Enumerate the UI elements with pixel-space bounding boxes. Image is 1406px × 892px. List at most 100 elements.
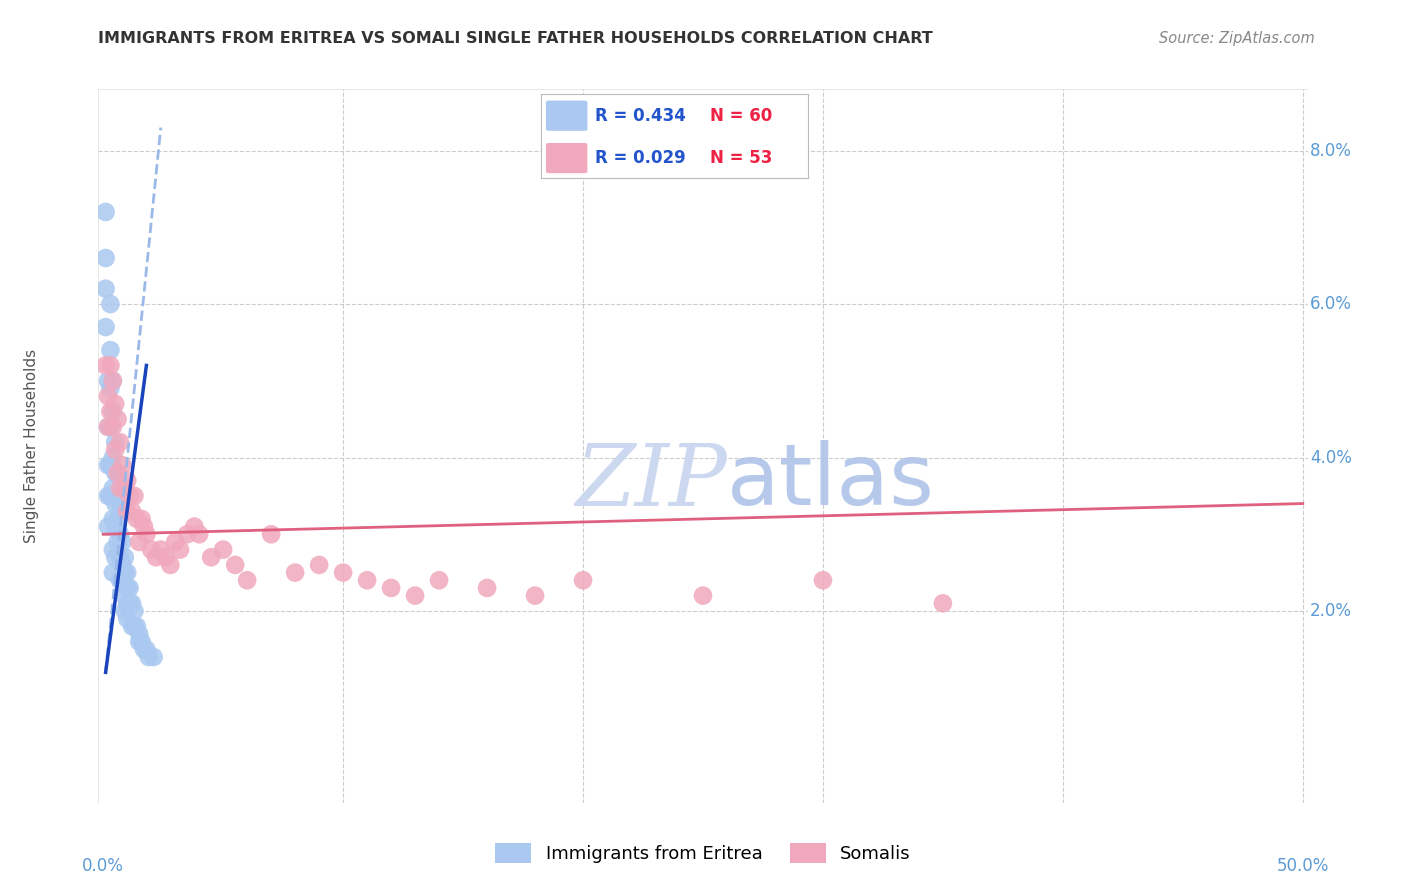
Point (101, 374, 124, 388)
Point (104, 519, 127, 533)
Point (131, 512, 153, 526)
Point (94, 205, 117, 219)
Point (132, 519, 155, 533)
Point (101, 419, 124, 434)
Point (236, 574, 259, 588)
Point (212, 542, 235, 557)
Legend: Immigrants from Eritrea, Somalis: Immigrants from Eritrea, Somalis (488, 835, 918, 871)
Point (107, 535, 129, 549)
Point (104, 442, 127, 457)
Point (114, 604, 136, 618)
Point (811, 574, 834, 588)
Point (97, 389, 120, 403)
Point (145, 550, 167, 565)
Point (121, 504, 143, 518)
Point (121, 596, 143, 610)
Point (115, 566, 138, 580)
Point (108, 497, 131, 511)
Text: Single Father Households: Single Father Households (24, 349, 39, 543)
Point (524, 589, 547, 603)
Text: 8.0%: 8.0% (1310, 142, 1353, 160)
Point (128, 627, 150, 641)
Point (94, 282, 117, 296)
Point (104, 497, 127, 511)
Point (183, 519, 205, 533)
Point (128, 634, 150, 648)
Text: 2.0%: 2.0% (1310, 602, 1353, 620)
Point (111, 558, 134, 572)
Point (124, 604, 146, 618)
FancyBboxPatch shape (547, 144, 586, 172)
Point (115, 581, 138, 595)
Point (224, 558, 246, 572)
Point (159, 558, 181, 572)
Point (188, 527, 211, 541)
Point (104, 397, 127, 411)
Point (108, 550, 131, 565)
FancyBboxPatch shape (547, 102, 586, 130)
Point (115, 612, 138, 626)
Point (107, 412, 129, 426)
Point (121, 619, 143, 633)
Text: IMMIGRANTS FROM ERITREA VS SOMALI SINGLE FATHER HOUSEHOLDS CORRELATION CHART: IMMIGRANTS FROM ERITREA VS SOMALI SINGLE… (98, 31, 934, 46)
Point (572, 574, 595, 588)
Point (114, 481, 136, 495)
Text: 50.0%: 50.0% (1277, 856, 1329, 874)
Point (115, 474, 138, 488)
Point (141, 542, 163, 557)
Point (114, 566, 136, 580)
Point (100, 359, 122, 373)
Point (97, 419, 120, 434)
Point (107, 466, 129, 480)
Point (308, 558, 330, 572)
Point (97, 374, 120, 388)
Point (97, 519, 120, 533)
Point (404, 589, 426, 603)
Point (108, 435, 131, 450)
Point (97, 489, 120, 503)
Point (114, 589, 136, 603)
Point (94, 320, 117, 334)
Point (100, 404, 122, 418)
Point (115, 504, 138, 518)
Point (97, 458, 120, 473)
Point (94, 359, 117, 373)
Text: R = 0.434: R = 0.434 (595, 107, 686, 125)
Point (100, 489, 122, 503)
Point (118, 581, 141, 595)
Point (111, 574, 134, 588)
Text: 4.0%: 4.0% (1310, 449, 1353, 467)
Point (97, 419, 120, 434)
Point (107, 512, 129, 526)
Point (107, 466, 129, 480)
Text: ZIP: ZIP (575, 441, 727, 523)
Point (108, 481, 131, 495)
Point (100, 419, 122, 434)
Point (135, 527, 157, 541)
Point (149, 542, 172, 557)
Point (101, 404, 124, 418)
Point (118, 489, 141, 503)
Text: 6.0%: 6.0% (1310, 295, 1353, 313)
Text: Source: ZipAtlas.com: Source: ZipAtlas.com (1159, 31, 1315, 46)
Point (118, 596, 141, 610)
Point (100, 381, 122, 395)
Point (100, 343, 122, 357)
Point (155, 550, 177, 565)
Point (260, 527, 283, 541)
Point (101, 481, 124, 495)
Point (380, 581, 402, 595)
Point (101, 450, 124, 465)
Point (932, 596, 955, 610)
Text: atlas: atlas (727, 440, 935, 524)
Point (131, 634, 153, 648)
Point (94, 251, 117, 265)
Point (169, 542, 191, 557)
Point (475, 581, 498, 595)
Point (124, 489, 146, 503)
Point (200, 550, 222, 565)
Point (125, 619, 148, 633)
Point (108, 527, 131, 541)
Point (104, 435, 127, 450)
Point (114, 550, 136, 565)
